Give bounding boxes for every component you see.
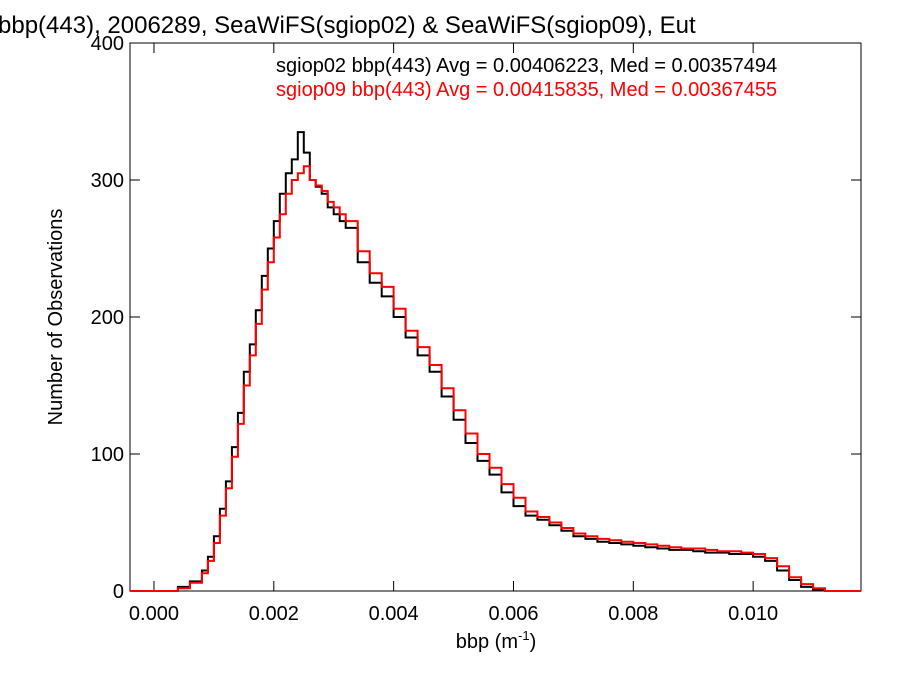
- legend-entry-sgiop09: sgiop09 bbp(443) Avg = 0.00415835, Med =…: [276, 79, 777, 101]
- x-tick-label: 0.004: [369, 603, 419, 625]
- series-line-sgiop09: [130, 165, 861, 592]
- y-tick-label: 300: [91, 170, 124, 192]
- y-axis-label: Number of Observations: [45, 209, 67, 426]
- plot-area-frame: [129, 42, 862, 592]
- x-axis-label-main: bbp (m: [456, 631, 518, 653]
- x-axis-label-suffix: ): [530, 631, 537, 653]
- y-tick-label: 200: [91, 307, 124, 329]
- y-tick-label: 100: [91, 444, 124, 466]
- x-tick-label: 0.000: [129, 603, 179, 625]
- chart-title: bbp(443), 2006289, SeaWiFS(sgiop02) & Se…: [0, 12, 696, 39]
- x-tick-label: 0.008: [608, 603, 658, 625]
- x-axis-label-superscript: -1: [518, 628, 530, 643]
- y-tick-label: 0: [113, 581, 124, 603]
- x-tick-label: 0.006: [488, 603, 538, 625]
- y-tick-label: 400: [91, 33, 124, 55]
- x-tick-label: 0.002: [249, 603, 299, 625]
- x-tick-label: 0.010: [728, 603, 778, 625]
- x-axis: 0.000 0.002 0.004 0.006 0.008 0.010: [129, 43, 778, 625]
- y-axis: 0 100 200 300 400: [91, 33, 861, 603]
- x-axis-label: bbp (m-1): [456, 628, 536, 653]
- series-line-sgiop02: [130, 131, 861, 592]
- series-layer: [130, 131, 861, 592]
- legend-entry-sgiop02: sgiop02 bbp(443) Avg = 0.00406223, Med =…: [276, 55, 777, 77]
